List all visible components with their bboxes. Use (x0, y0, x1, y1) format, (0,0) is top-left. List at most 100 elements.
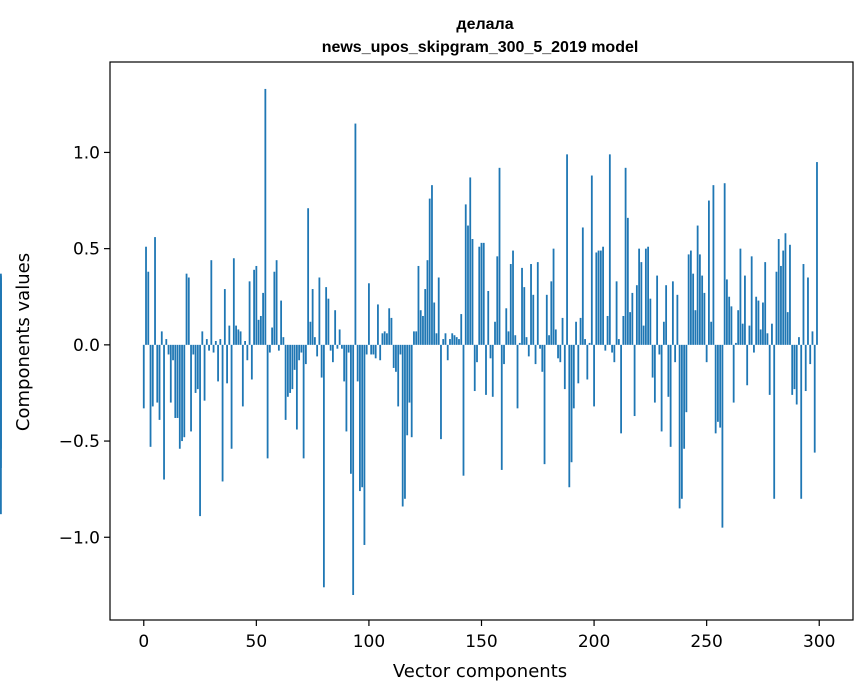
y-tick-label: 0.0 (73, 336, 100, 356)
bar (435, 333, 438, 345)
bar (651, 344, 654, 378)
bar (388, 308, 391, 345)
bar (415, 331, 418, 345)
bar (489, 344, 492, 359)
bar (289, 344, 292, 393)
bar (798, 337, 800, 345)
bar (505, 308, 508, 345)
bar (480, 242, 483, 345)
y-tick-label: −1.0 (59, 528, 100, 548)
bar (273, 271, 276, 345)
x-tick-label: 50 (246, 632, 268, 652)
y-axis-label: Components values (13, 253, 34, 431)
bar (791, 344, 794, 395)
bar (777, 239, 780, 345)
bar (662, 321, 665, 345)
bar (503, 344, 505, 365)
bar (246, 344, 249, 361)
bar (257, 319, 260, 345)
bar (633, 344, 636, 417)
bar (397, 344, 400, 407)
bar (406, 344, 409, 436)
y-tick-label: 0.5 (73, 240, 100, 260)
bar (467, 225, 469, 345)
bar (392, 344, 395, 368)
bar (789, 244, 791, 345)
bar (163, 344, 165, 480)
bar (268, 344, 271, 353)
bar (390, 317, 393, 345)
bar (590, 175, 593, 345)
bar (341, 344, 343, 349)
bar (205, 339, 208, 345)
bar (487, 290, 490, 345)
bar (338, 329, 341, 345)
bar (566, 154, 568, 345)
bar (176, 344, 179, 418)
bar (431, 185, 433, 345)
y-tick-label: 1.0 (73, 143, 100, 163)
bar (674, 344, 677, 363)
bar (145, 246, 147, 345)
bar (196, 344, 199, 390)
bar (660, 344, 663, 432)
bar (735, 342, 737, 345)
bar (449, 339, 451, 345)
bar (370, 344, 373, 355)
bar (250, 344, 253, 380)
bar (295, 344, 298, 430)
bar (768, 344, 771, 395)
bar (494, 321, 496, 345)
bar (530, 264, 532, 345)
bar (568, 344, 571, 488)
bar (300, 344, 303, 353)
bar (183, 344, 186, 438)
bar (318, 277, 321, 345)
bar (723, 183, 726, 345)
bar (332, 344, 334, 363)
bar (629, 312, 631, 345)
bar (336, 344, 339, 349)
bar (719, 344, 722, 428)
y-tick-label: −0.5 (59, 432, 100, 452)
bar (451, 333, 454, 345)
bar (167, 344, 170, 355)
bar (156, 344, 159, 403)
bar (426, 260, 429, 345)
bar (192, 344, 195, 355)
bar (327, 298, 330, 345)
bar (536, 262, 539, 345)
bar (147, 271, 150, 345)
bar (687, 254, 690, 345)
bar (440, 344, 442, 440)
bar (714, 344, 717, 434)
bar (275, 260, 278, 345)
bar (455, 337, 458, 345)
bar (699, 254, 701, 345)
bar (563, 344, 566, 390)
bar (343, 344, 346, 382)
bar (368, 283, 370, 345)
bar (717, 344, 719, 422)
bar (755, 296, 758, 345)
bar (753, 344, 755, 353)
bar (543, 344, 546, 465)
bar (0, 283, 2, 345)
bar (282, 337, 285, 345)
bar (762, 302, 764, 345)
bar (302, 344, 305, 459)
bar (811, 331, 814, 345)
bar (552, 248, 555, 345)
bar (572, 344, 575, 409)
bar (199, 344, 201, 517)
bar (476, 344, 478, 363)
bar (316, 344, 319, 357)
bar (541, 344, 544, 372)
bar (187, 277, 190, 345)
bar (665, 285, 668, 345)
bar (512, 250, 514, 345)
bar (262, 292, 264, 345)
x-axis: 0 50 100 150 200 250 300 (138, 620, 835, 652)
bar (586, 344, 589, 380)
